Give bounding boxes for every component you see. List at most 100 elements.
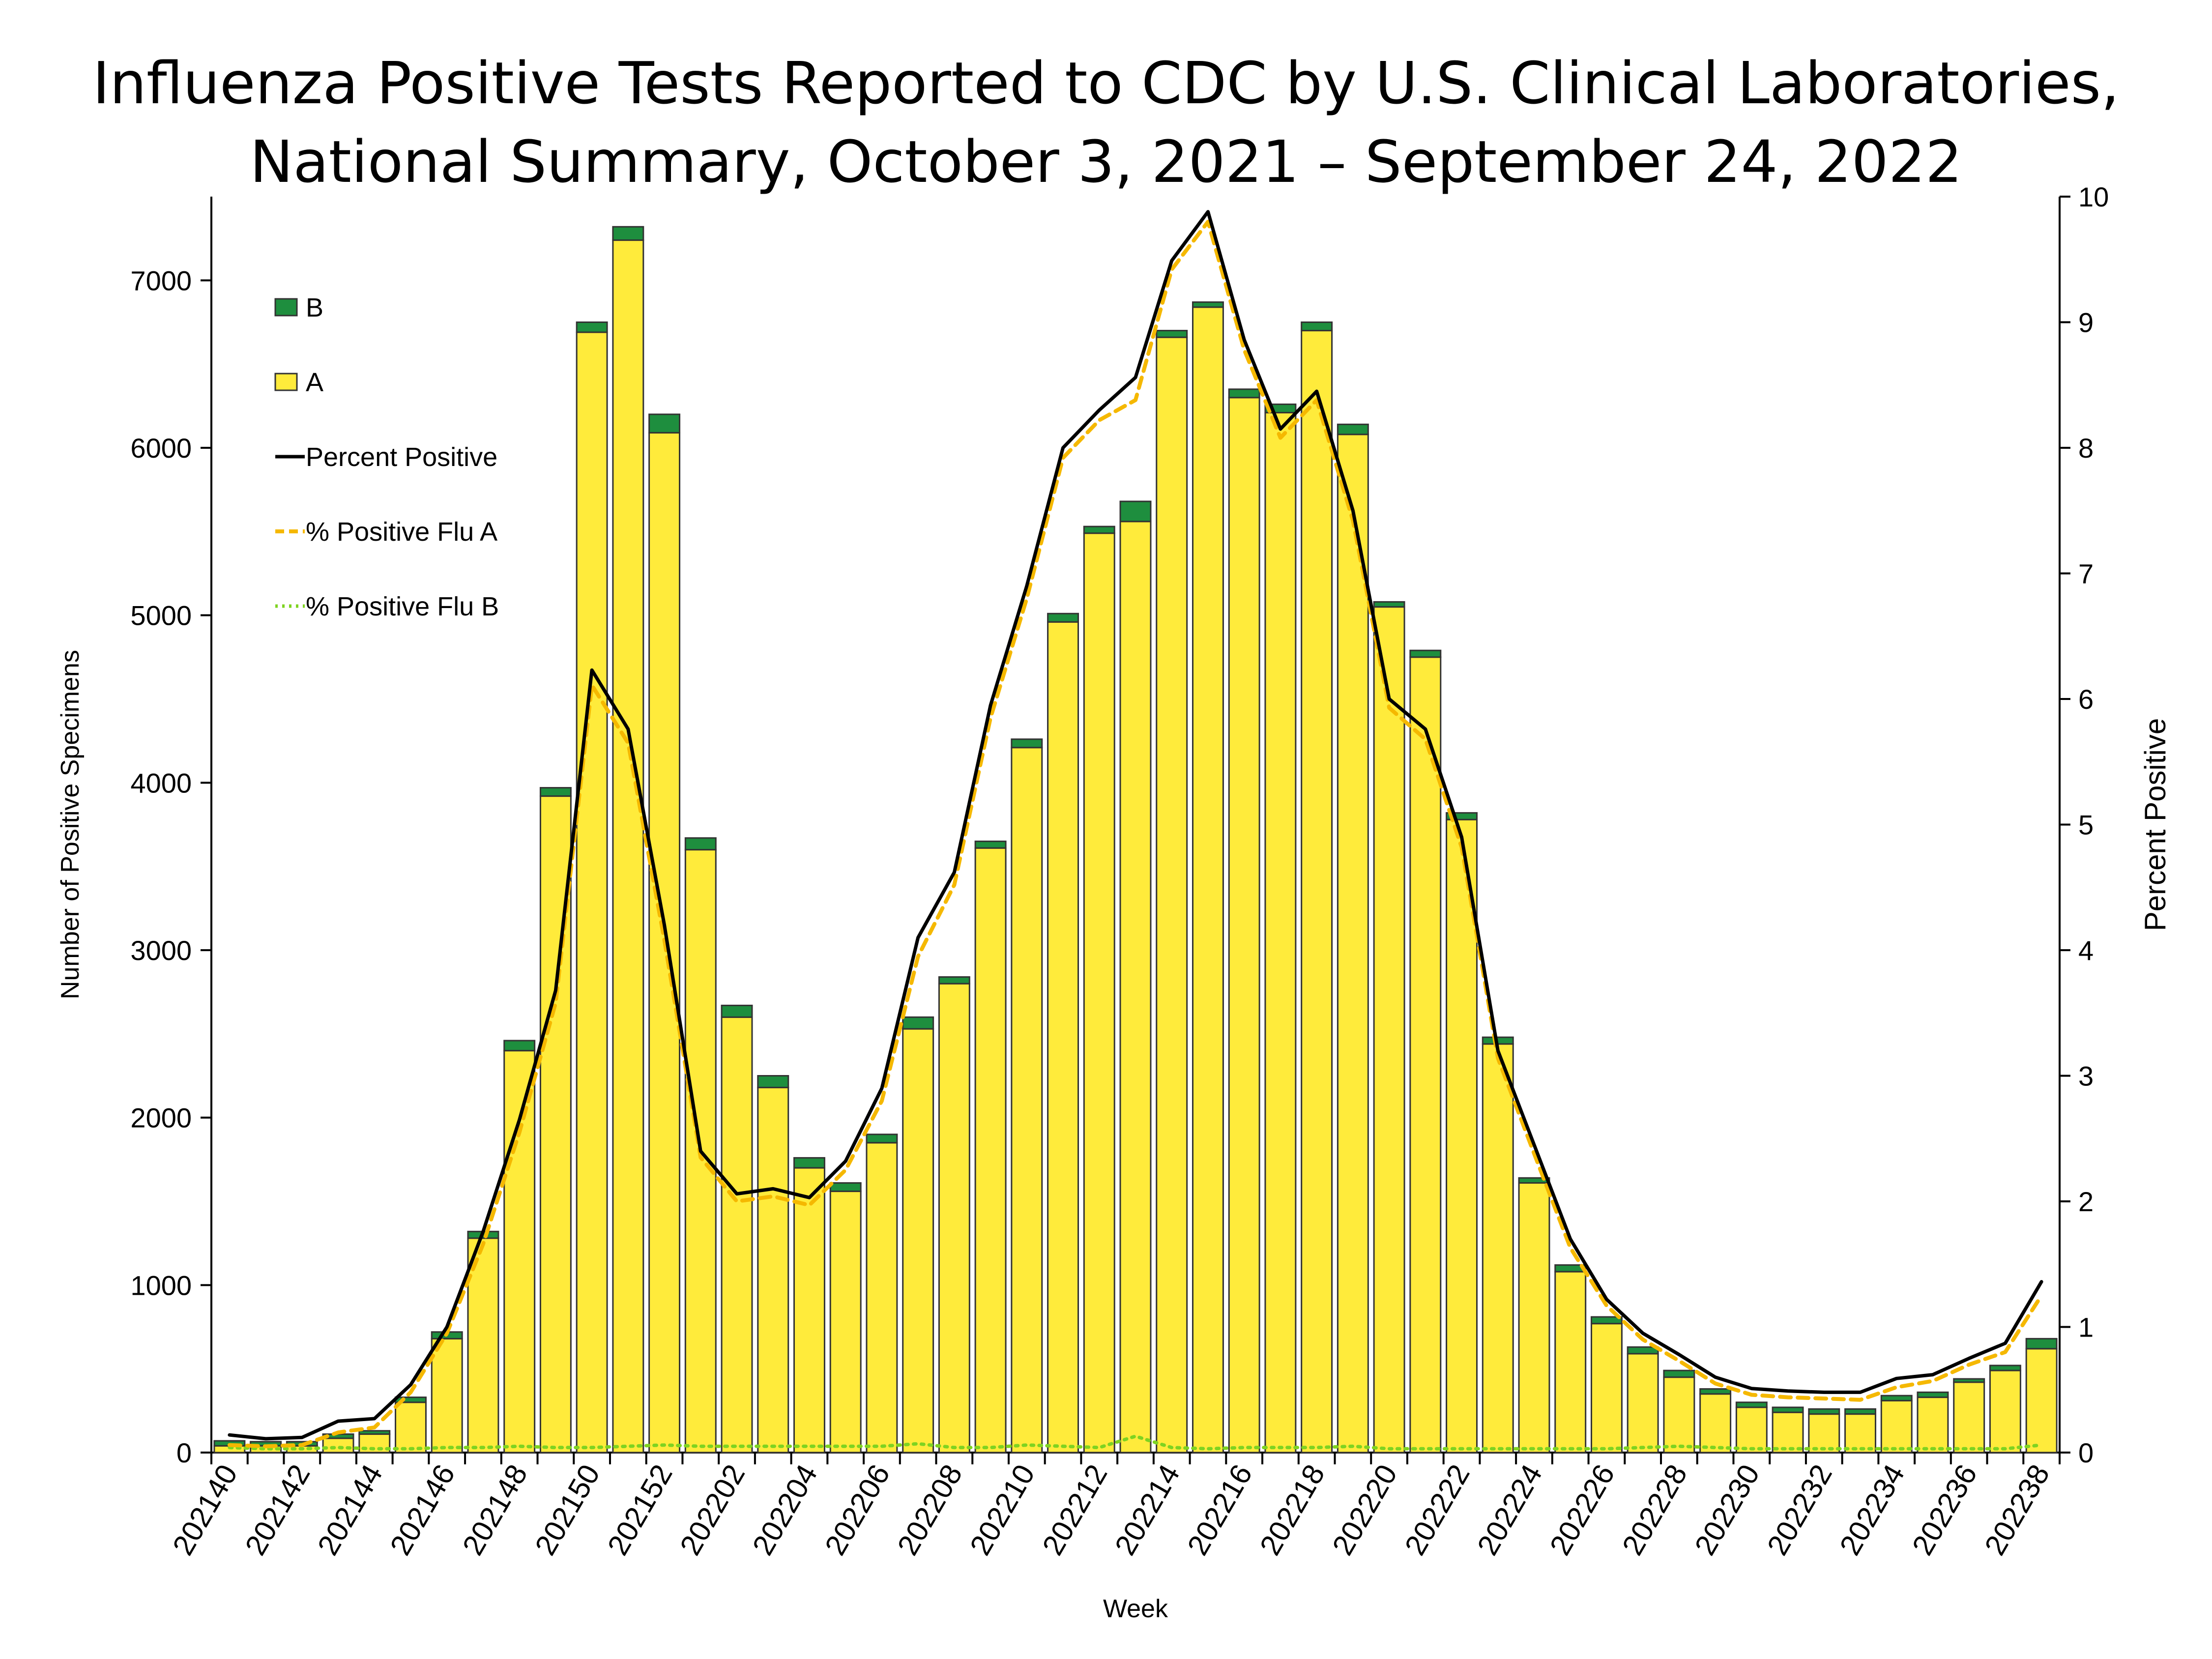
bar-flu-b xyxy=(1047,612,1079,623)
bar-flu-a xyxy=(829,1191,862,1454)
bar-flu-b xyxy=(1808,1408,1840,1415)
bar-flu-b xyxy=(1409,649,1442,658)
bar-flu-a xyxy=(1880,1399,1913,1454)
bar-flu-a xyxy=(721,1016,753,1454)
bar-flu-b xyxy=(902,1016,934,1030)
bar-flu-b xyxy=(1989,1365,2021,1371)
bar-flu-a xyxy=(974,847,1007,1454)
bar-flu-b xyxy=(648,413,681,434)
legend: B A Percent Positive % Positive Flu A % Posi… xyxy=(274,293,499,621)
bar-flu-b xyxy=(1699,1388,1732,1395)
bar-flu-a xyxy=(576,331,608,1454)
y2-tick-label: 9 xyxy=(2078,307,2094,338)
bar-flu-a xyxy=(612,239,644,1454)
x-tick-label: 202152 xyxy=(601,1459,679,1561)
y2-tick-label: 3 xyxy=(2078,1061,2094,1092)
bar-flu-b xyxy=(938,976,970,985)
x-tick-label: 202224 xyxy=(1471,1459,1548,1561)
chart-title-line-2: National Summary, October 3, 2021 – Sept… xyxy=(250,128,1962,196)
x-tick-label: 202232 xyxy=(1761,1459,1838,1561)
x-tick-label: 202230 xyxy=(1688,1459,1766,1561)
bar-flu-b xyxy=(1844,1408,1876,1415)
x-tick-label: 202220 xyxy=(1326,1459,1403,1561)
x-tick-label: 202222 xyxy=(1398,1459,1476,1561)
x-tick-label: 202226 xyxy=(1543,1459,1621,1561)
bar-flu-a xyxy=(1554,1271,1587,1454)
y-tick-label: 1000 xyxy=(130,1270,192,1301)
chart-title-line-1: Influenza Positive Tests Reported to CDC… xyxy=(92,49,2120,117)
bar-flu-a xyxy=(1953,1381,1985,1454)
y-tick-label: 3000 xyxy=(130,935,192,966)
bar-flu-b xyxy=(793,1157,825,1169)
x-tick-label: 202208 xyxy=(891,1459,968,1561)
legend-swatch-a xyxy=(274,373,298,391)
x-tick-label: 202228 xyxy=(1616,1459,1693,1561)
bar-flu-a xyxy=(1808,1413,1840,1454)
bar-flu-b xyxy=(1880,1395,1913,1401)
bar-flu-a xyxy=(1301,330,1333,1454)
bar-flu-a xyxy=(1699,1393,1732,1454)
x-tick-label: 202214 xyxy=(1108,1459,1186,1561)
x-tick-label: 202238 xyxy=(1978,1459,2056,1561)
bar-flu-b xyxy=(829,1182,862,1193)
bar-flu-b xyxy=(1917,1391,1949,1398)
y-axis-title: Number of Positive Specimens xyxy=(56,650,85,999)
bar-flu-b xyxy=(1192,301,1224,308)
bar-flu-a xyxy=(1047,621,1079,1454)
y2-tick-label: 2 xyxy=(2078,1186,2094,1217)
bar-flu-b xyxy=(503,1040,536,1051)
bar-flu-b xyxy=(1011,738,1043,749)
bar-flu-b xyxy=(1590,1316,1623,1325)
bar-flu-a xyxy=(1156,336,1188,1454)
bar-flu-a xyxy=(1772,1411,1804,1454)
bar-flu-a xyxy=(1011,747,1043,1454)
bar-flu-b xyxy=(1301,321,1333,332)
y2-tick-label: 5 xyxy=(2078,810,2094,841)
bar-flu-a xyxy=(322,1437,354,1454)
bar-flu-a xyxy=(1518,1182,1550,1454)
bar-flu-b xyxy=(358,1430,391,1435)
bar-flu-a xyxy=(866,1142,898,1454)
bar-flu-a xyxy=(1337,434,1369,1454)
y-tick-label: 7000 xyxy=(130,265,192,296)
y2-tick-label: 8 xyxy=(2078,433,2094,464)
legend-label: A xyxy=(306,368,323,397)
y2-tick-label: 10 xyxy=(2078,181,2109,212)
bar-flu-a xyxy=(1373,606,1405,1454)
bar-flu-a xyxy=(938,983,970,1454)
bar-flu-b xyxy=(1554,1264,1587,1273)
y2-tick-label: 1 xyxy=(2078,1312,2094,1343)
bar-flu-b xyxy=(684,837,717,851)
x-tick-label: 202218 xyxy=(1253,1459,1331,1561)
bar-flu-a xyxy=(1844,1413,1876,1454)
pct-flu-b-line xyxy=(228,1434,2043,1451)
bar-flu-a xyxy=(1409,656,1442,1454)
bar-flu-b xyxy=(539,787,572,797)
x-tick-label: 202140 xyxy=(166,1459,244,1561)
bar-flu-a xyxy=(1917,1397,1949,1454)
bar-flu-a xyxy=(1264,411,1297,1454)
bar-flu-a xyxy=(395,1401,427,1454)
y-tick-label: 5000 xyxy=(130,600,192,631)
bar-flu-a xyxy=(1482,1043,1514,1454)
legend-swatch-b xyxy=(274,298,298,317)
bar-flu-b xyxy=(1337,423,1369,436)
bar-flu-b xyxy=(1119,500,1152,523)
y2-tick-label: 4 xyxy=(2078,935,2094,966)
y-tick-label: 2000 xyxy=(130,1103,192,1134)
bar-flu-a xyxy=(1663,1376,1695,1454)
bar-flu-a xyxy=(503,1049,536,1454)
legend-label: Percent Positive xyxy=(306,442,497,472)
x-tick-label: 202234 xyxy=(1833,1459,1911,1561)
y2-tick-label: 7 xyxy=(2078,558,2094,589)
bar-flu-b xyxy=(2025,1338,2058,1350)
bar-flu-b xyxy=(1772,1406,1804,1413)
percent-positive-line xyxy=(228,210,2043,1441)
legend-label: % Positive Flu A xyxy=(306,517,497,547)
line-layer xyxy=(227,210,2044,1451)
x-tick-label: 202210 xyxy=(963,1459,1041,1561)
x-tick-label: 202148 xyxy=(456,1459,534,1561)
bar-flu-a xyxy=(757,1086,789,1454)
